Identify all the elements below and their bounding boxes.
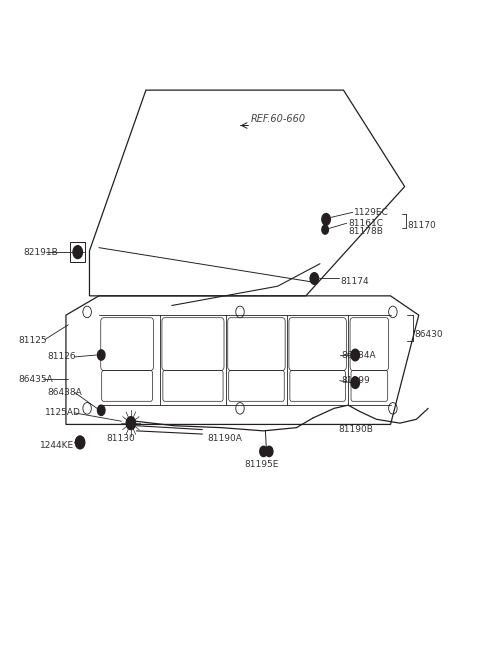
- Text: 81174: 81174: [340, 277, 369, 286]
- Text: 86430: 86430: [414, 330, 443, 339]
- Text: 81190B: 81190B: [339, 425, 373, 434]
- Circle shape: [97, 405, 105, 415]
- Text: 81178B: 81178B: [348, 227, 383, 236]
- Circle shape: [322, 225, 328, 234]
- Text: 81161C: 81161C: [348, 218, 383, 228]
- Circle shape: [73, 246, 83, 258]
- Circle shape: [351, 377, 360, 388]
- Text: 81195E: 81195E: [245, 460, 279, 469]
- Text: 81125: 81125: [18, 337, 47, 345]
- Circle shape: [97, 350, 105, 360]
- Circle shape: [75, 436, 85, 449]
- Text: 86434A: 86434A: [341, 350, 376, 359]
- Text: 81130: 81130: [106, 434, 135, 443]
- Circle shape: [265, 446, 273, 457]
- Text: 81126: 81126: [47, 352, 76, 361]
- Bar: [70, 242, 85, 262]
- Text: 81170: 81170: [407, 220, 436, 230]
- Circle shape: [322, 214, 330, 225]
- Text: 1125AD: 1125AD: [45, 409, 81, 417]
- Text: 1129EC: 1129EC: [354, 208, 389, 216]
- Circle shape: [260, 446, 267, 457]
- Text: 82191B: 82191B: [24, 248, 59, 256]
- Text: 86438A: 86438A: [47, 388, 82, 397]
- Circle shape: [351, 349, 360, 361]
- Text: REF.60-660: REF.60-660: [251, 113, 305, 123]
- Text: 1244KE: 1244KE: [40, 441, 74, 450]
- Circle shape: [126, 417, 135, 430]
- Circle shape: [310, 273, 319, 284]
- Text: 81199: 81199: [341, 377, 370, 385]
- Text: 81190A: 81190A: [207, 434, 242, 443]
- Text: 86435A: 86435A: [18, 375, 53, 384]
